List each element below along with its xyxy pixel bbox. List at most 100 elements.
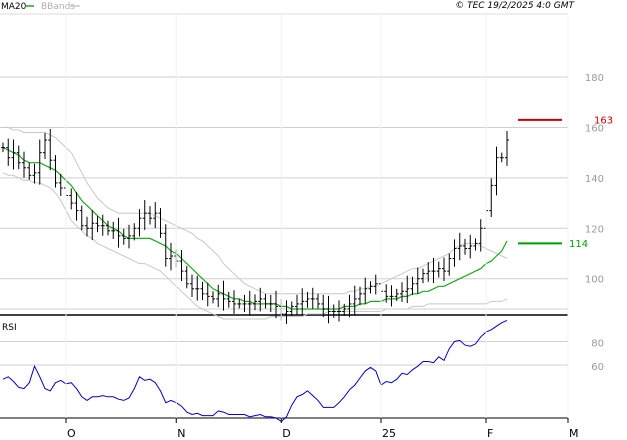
price-bar xyxy=(289,301,294,317)
price-bar xyxy=(258,287,263,312)
price-bar xyxy=(457,232,462,261)
price-bar xyxy=(505,130,509,166)
price-bar xyxy=(37,139,42,185)
price-bar xyxy=(337,300,341,322)
price-bar xyxy=(48,128,53,171)
price-bar xyxy=(363,277,368,304)
price-bar xyxy=(331,304,336,318)
time-axis: O N D 25 F M xyxy=(65,14,579,440)
price-bar xyxy=(499,152,504,163)
price-bar xyxy=(384,284,389,303)
price-bar xyxy=(421,268,425,284)
price-bar xyxy=(442,257,446,282)
price-bar xyxy=(452,239,457,267)
price-bar xyxy=(426,262,431,282)
x-tick-label: M xyxy=(569,427,579,440)
price-bar xyxy=(263,293,268,309)
price-bar xyxy=(478,219,483,252)
price-levels: 163 114 xyxy=(518,115,613,250)
price-bar xyxy=(300,288,305,316)
price-bar xyxy=(53,155,58,188)
price-bar xyxy=(463,238,467,255)
price-bar xyxy=(415,267,420,294)
price-bar xyxy=(305,291,310,308)
price-bar xyxy=(494,146,499,196)
price-bar xyxy=(27,162,32,180)
y-tick-label: 160 xyxy=(585,123,604,134)
price-bar xyxy=(1,142,5,153)
price-bar xyxy=(184,266,189,289)
price-bar xyxy=(179,249,184,282)
y-tick-label: 140 xyxy=(585,174,604,185)
bband-upper xyxy=(3,126,508,295)
price-bar xyxy=(242,294,247,313)
price-axis-labels: 100 120 140 160 180 xyxy=(585,73,604,286)
price-bar xyxy=(121,228,126,245)
price-bar xyxy=(90,210,95,241)
copyright-text: © TEC 19/2/2025 4:0 GMT xyxy=(455,1,575,11)
price-bar xyxy=(468,234,473,259)
price-bar xyxy=(436,261,441,278)
price-bar xyxy=(473,238,478,251)
price-bar xyxy=(295,294,299,315)
x-tick-label: N xyxy=(177,427,185,440)
price-bar xyxy=(58,173,63,197)
price-bar xyxy=(195,275,200,301)
price-bar xyxy=(169,242,173,271)
price-bar xyxy=(284,300,289,324)
price-bar xyxy=(274,290,278,319)
price-bar xyxy=(216,284,221,308)
price-bar xyxy=(410,276,415,296)
rsi-line xyxy=(2,319,508,423)
price-bar xyxy=(321,294,326,318)
price-bar xyxy=(405,275,410,304)
price-bar xyxy=(489,178,494,217)
price-bar xyxy=(148,206,152,225)
price-bar xyxy=(221,280,226,311)
price-bar xyxy=(85,216,89,237)
price-bar xyxy=(447,253,452,276)
price-bar xyxy=(32,163,37,184)
price-bar xyxy=(22,151,26,178)
price-bar xyxy=(226,291,231,308)
price-bar xyxy=(74,191,79,221)
price-bar xyxy=(237,298,242,309)
price-bar xyxy=(373,274,378,295)
price-bar xyxy=(43,132,47,160)
price-bar xyxy=(11,139,16,170)
x-tick-label: 25 xyxy=(382,427,396,440)
price-bar xyxy=(253,294,257,311)
price-bar xyxy=(158,208,163,238)
price-bar xyxy=(431,258,436,283)
chart-frame xyxy=(0,13,569,419)
y-tick-label: 100 xyxy=(585,275,604,286)
price-bar xyxy=(163,224,168,267)
price-bar xyxy=(116,217,121,248)
price-bar xyxy=(100,214,105,236)
price-bar xyxy=(400,282,404,302)
rsi-path xyxy=(2,319,508,423)
price-bar xyxy=(268,294,273,313)
price-bar xyxy=(205,282,210,307)
legend-bbands: BBands xyxy=(41,2,75,12)
x-tick-label: D xyxy=(282,427,290,440)
price-bar xyxy=(247,290,252,316)
price-bar xyxy=(127,224,131,249)
price-bar xyxy=(153,202,158,229)
support-label: 114 xyxy=(569,239,588,250)
price-bar xyxy=(132,223,137,241)
price-bars xyxy=(1,128,509,324)
y-tick-label: 180 xyxy=(585,73,604,84)
rsi-gridlines: 60 80 xyxy=(0,339,604,373)
price-bar xyxy=(232,290,236,314)
price-bar xyxy=(389,285,394,307)
price-bar xyxy=(368,281,373,294)
price-bar xyxy=(106,220,110,236)
price-bar xyxy=(347,294,352,318)
price-bar xyxy=(352,285,357,316)
price-bar xyxy=(16,145,21,170)
price-bar xyxy=(326,295,331,324)
price-bar xyxy=(137,209,142,237)
price-gridlines xyxy=(0,76,568,310)
